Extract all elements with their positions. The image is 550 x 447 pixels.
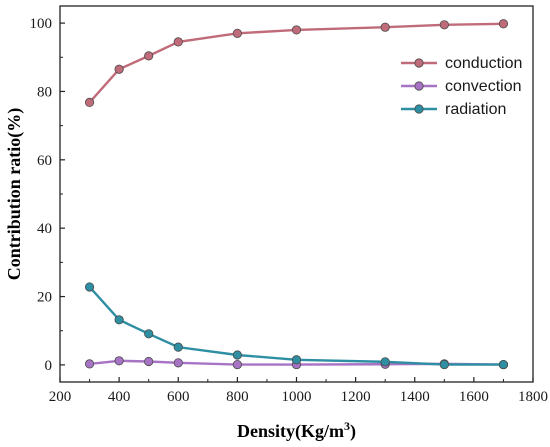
data-point-convection [144,356,154,367]
x-axis-title: Density(Kg/m3) [237,419,356,442]
data-point-radiation [498,359,509,370]
data-point-radiation [84,282,95,292]
data-point-radiation [439,359,449,370]
x-tick-label: 1000 [282,389,312,405]
x-tick-label: 600 [167,389,190,405]
data-point-radiation [232,350,242,360]
data-point-convection [232,359,242,370]
data-point-radiation [144,329,154,339]
data-point-convection [173,358,183,368]
x-tick-label: 800 [226,389,249,405]
data-point-conduction [84,97,95,107]
data-point-conduction [144,51,154,61]
x-tick-label: 1200 [341,389,371,405]
y-tick-label: 80 [37,84,52,100]
y-tick-label: 20 [37,290,52,306]
data-point-conduction [291,25,302,35]
y-axis-title: Contribution ratio(%) [4,108,25,281]
y-tick-label: 40 [37,221,52,237]
legend-label-convection: convection [445,78,522,95]
data-point-radiation [114,315,124,325]
legend-label-conduction: conduction [445,55,522,72]
y-axis-ticks: 0 20 40 60 80 100 [30,16,65,374]
legend-marker-conduction [414,58,424,68]
y-tick-label: 60 [37,153,52,169]
data-point-radiation [380,357,390,367]
x-axis-title-close: ) [350,421,356,442]
x-axis-title-main: Density(Kg/m [237,421,344,442]
data-point-convection [114,356,124,366]
data-point-conduction [439,20,449,30]
data-point-conduction [498,19,509,29]
data-point-radiation [291,355,302,365]
series-line-radiation [88,286,504,366]
data-point-radiation [173,342,183,352]
x-axis-ticks: 200 400 600 800 1000 1200 1400 1600 1800 [49,377,548,405]
x-tick-label: 1800 [518,389,548,405]
x-tick-label: 400 [108,389,131,405]
data-point-conduction [232,28,242,38]
data-point-conduction [380,22,390,32]
x-tick-label: 1400 [400,389,430,405]
y-tick-label: 100 [30,16,53,32]
x-tick-label: 200 [49,389,72,405]
x-axis-title-superscript: 3 [344,419,350,433]
series-layer [84,19,509,370]
legend: conduction convection radiation [401,55,522,118]
legend-marker-convection [414,81,424,91]
series-line-conduction [88,22,504,104]
legend-label-radiation: radiation [445,101,506,118]
legend-marker-radiation [414,104,424,114]
data-point-conduction [173,37,183,47]
data-point-conduction [114,64,124,74]
y-tick-label: 0 [45,358,53,374]
data-point-convection [84,359,95,369]
x-tick-label: 1600 [459,389,489,405]
